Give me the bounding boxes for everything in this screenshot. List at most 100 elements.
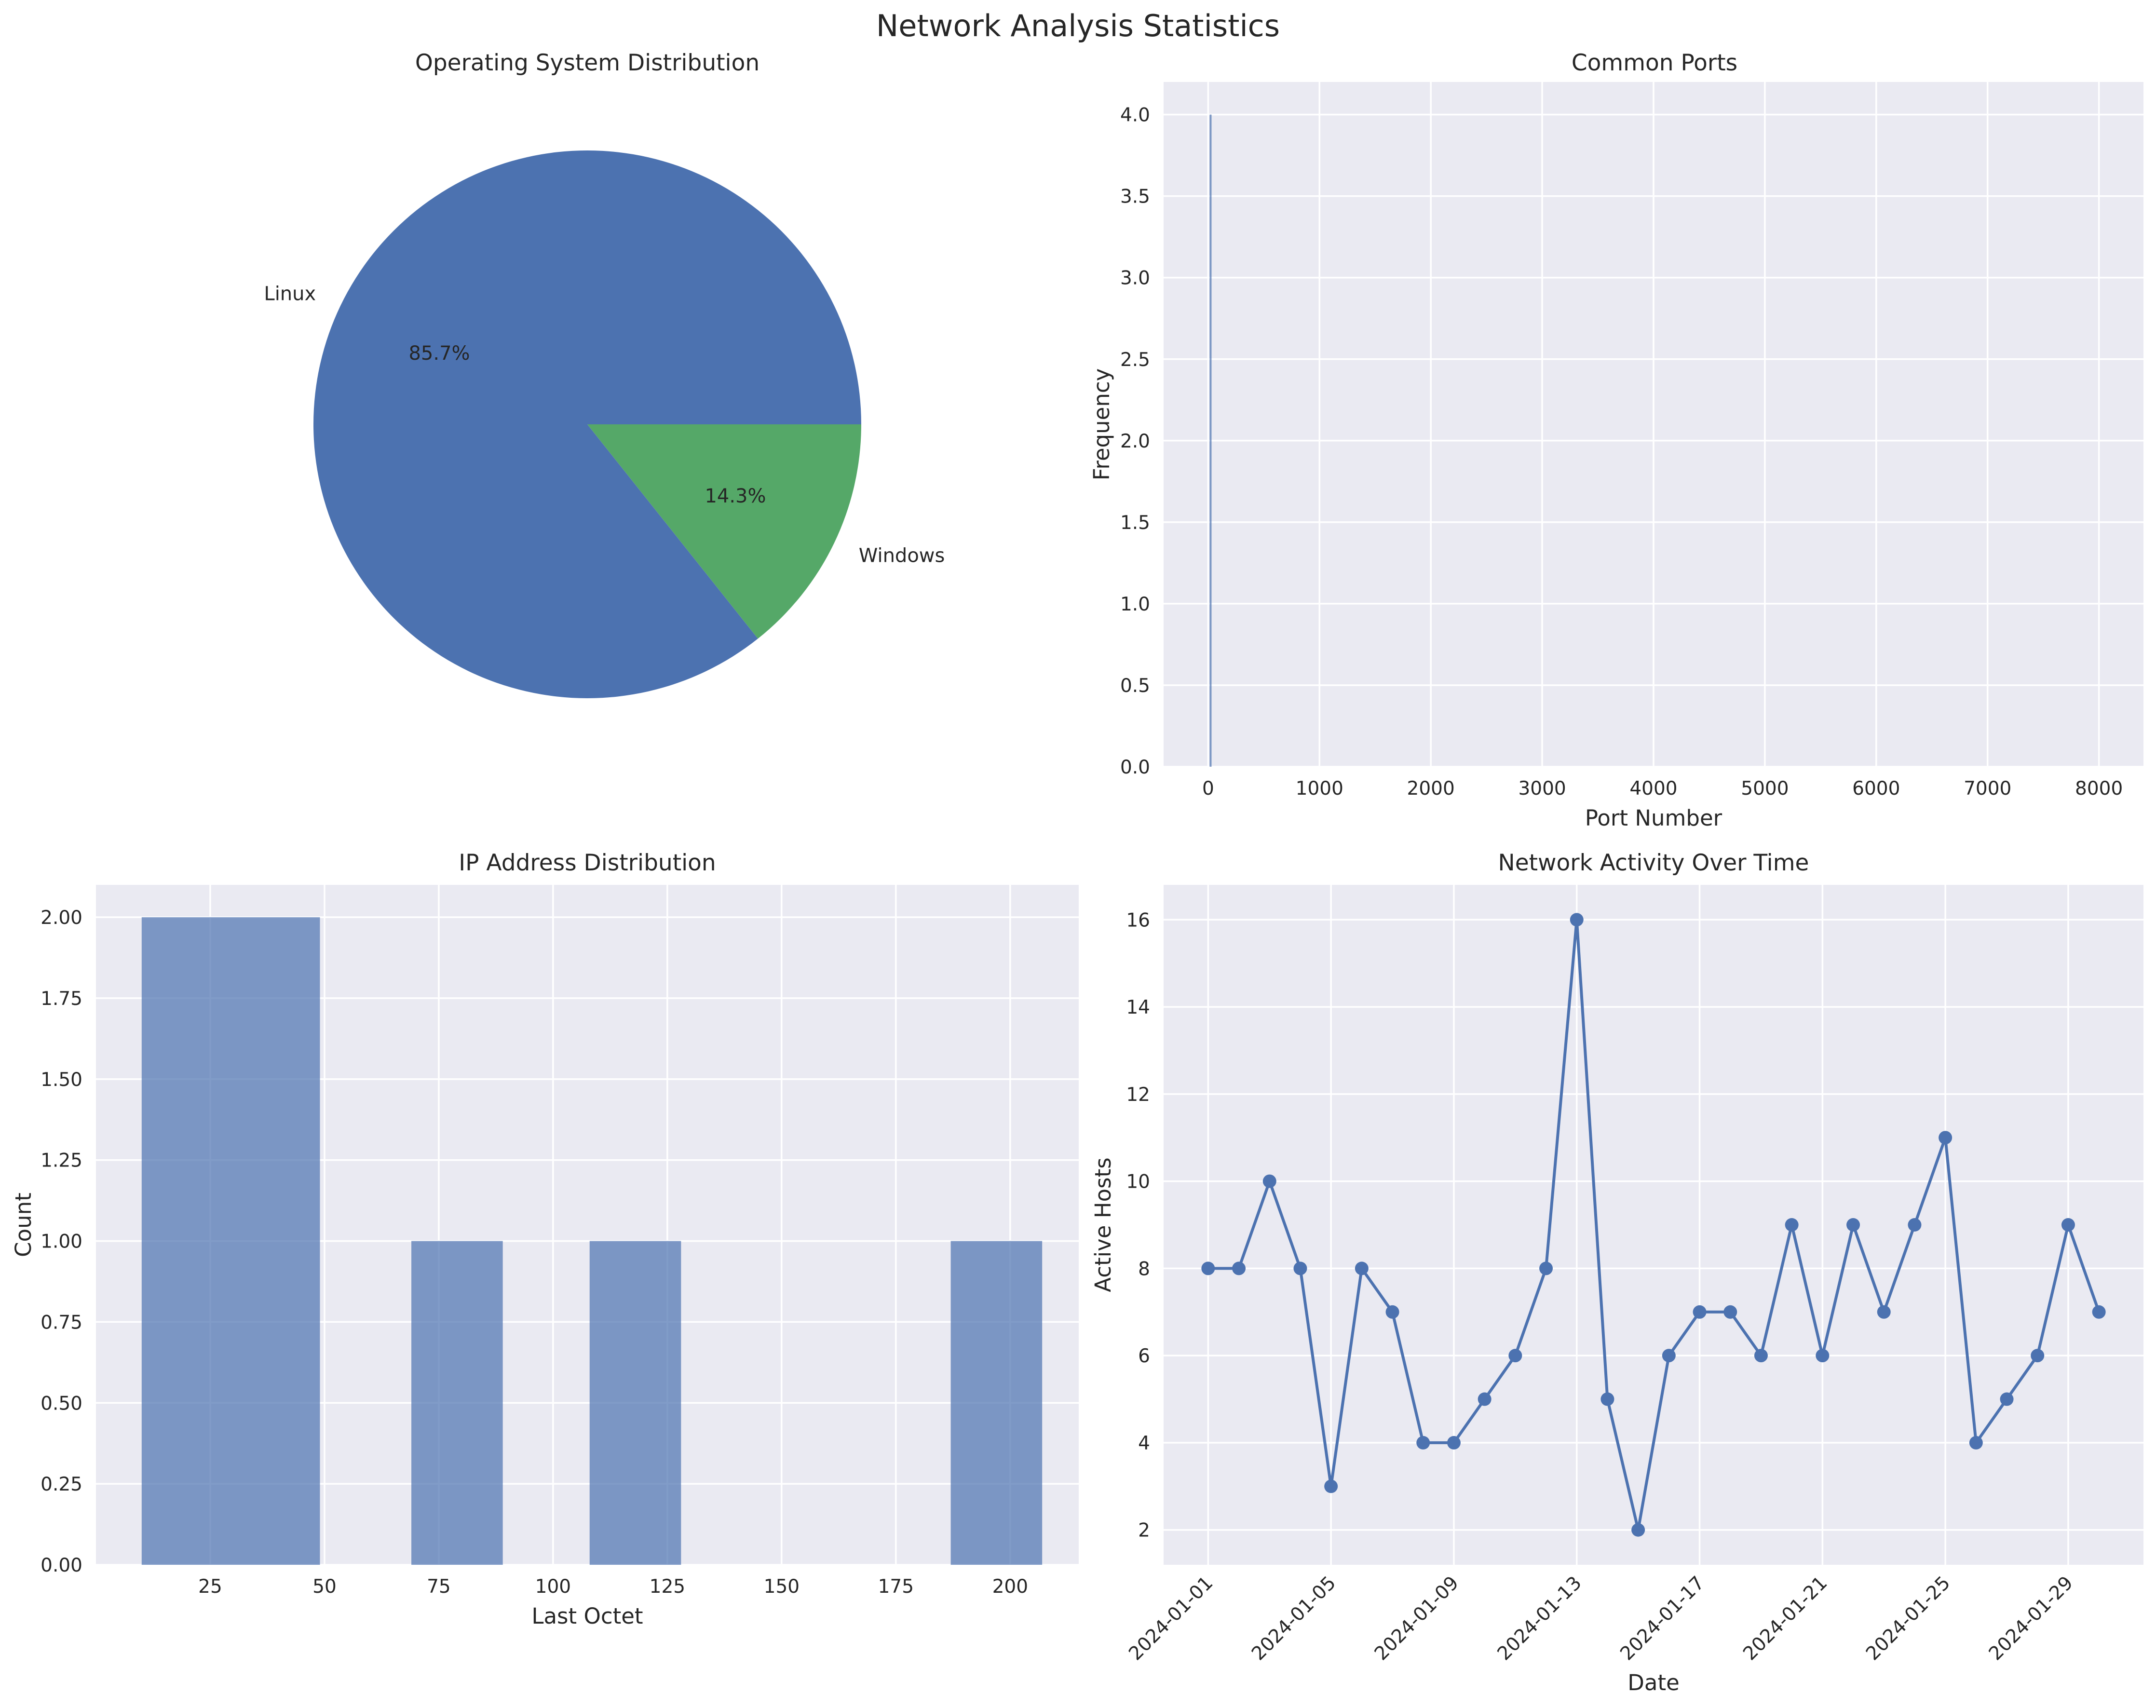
activity-point bbox=[1385, 1305, 1399, 1319]
activity-point bbox=[1693, 1305, 1707, 1319]
activity-point bbox=[1201, 1261, 1215, 1275]
activity-point bbox=[1846, 1218, 1860, 1232]
y-tick-label: 1.5 bbox=[1120, 512, 1150, 534]
pie-slice-windows bbox=[587, 424, 861, 639]
x-tick-label: 175 bbox=[878, 1576, 914, 1598]
activity-point bbox=[1939, 1131, 1953, 1145]
y-axis-label: Active Hosts bbox=[1090, 1157, 1116, 1292]
x-tick-label: 2024-01-25 bbox=[1862, 1572, 1954, 1665]
activity-point bbox=[2061, 1218, 2075, 1232]
y-tick-label: 3.5 bbox=[1120, 186, 1150, 208]
pie-title: Operating System Distribution bbox=[415, 50, 759, 76]
x-tick-label: 25 bbox=[198, 1576, 222, 1598]
x-tick-label: 4000 bbox=[1629, 778, 1677, 800]
y-tick-label: 4 bbox=[1138, 1433, 1150, 1454]
activity-point bbox=[1508, 1349, 1522, 1363]
histogram-bar bbox=[950, 1241, 1043, 1565]
y-tick-label: 1.25 bbox=[41, 1150, 82, 1172]
activity-point bbox=[1416, 1436, 1430, 1450]
y-tick-label: 1.00 bbox=[41, 1231, 82, 1253]
activity-point bbox=[1478, 1392, 1492, 1406]
y-tick-label: 2.0 bbox=[1120, 431, 1150, 452]
y-tick-label: 10 bbox=[1126, 1171, 1150, 1193]
pie-slice-percent: 14.3% bbox=[705, 485, 766, 507]
y-tick-label: 14 bbox=[1126, 997, 1150, 1018]
chart-title: IP Address Distribution bbox=[459, 850, 716, 876]
y-tick-label: 1.75 bbox=[41, 988, 82, 1010]
y-tick-label: 2 bbox=[1138, 1520, 1150, 1542]
activity-point bbox=[1232, 1261, 1246, 1275]
y-tick-label: 8 bbox=[1138, 1258, 1150, 1280]
activity-point bbox=[1816, 1349, 1830, 1363]
x-tick-label: 3000 bbox=[1518, 778, 1566, 800]
activity-point bbox=[1570, 913, 1584, 927]
x-tick-label: 8000 bbox=[2075, 778, 2123, 800]
x-tick-label: 2024-01-05 bbox=[1247, 1572, 1340, 1665]
x-tick-label: 2024-01-29 bbox=[1985, 1572, 2077, 1665]
y-tick-label: 0.75 bbox=[41, 1312, 82, 1333]
activity-point bbox=[1262, 1174, 1276, 1188]
activity-point bbox=[1908, 1218, 1922, 1232]
x-tick-label: 2024-01-21 bbox=[1739, 1572, 1831, 1665]
x-tick-label: 150 bbox=[764, 1576, 800, 1598]
x-axis-label: Port Number bbox=[1585, 805, 1722, 831]
x-tick-label: 6000 bbox=[1852, 778, 1900, 800]
y-axis-label: Frequency bbox=[1089, 368, 1114, 480]
activity-point bbox=[1662, 1349, 1676, 1363]
activity-point bbox=[1754, 1349, 1768, 1363]
y-tick-label: 0.25 bbox=[41, 1474, 82, 1495]
histogram-bar bbox=[411, 1241, 503, 1565]
activity-point bbox=[1324, 1479, 1338, 1493]
y-tick-label: 3.0 bbox=[1120, 268, 1150, 289]
activity-point bbox=[1600, 1392, 1614, 1406]
activity-point bbox=[2000, 1392, 2014, 1406]
x-tick-label: 7000 bbox=[1964, 778, 2011, 800]
x-tick-label: 2000 bbox=[1407, 778, 1455, 800]
y-tick-label: 4.0 bbox=[1120, 105, 1150, 126]
y-tick-label: 2.5 bbox=[1120, 349, 1150, 371]
y-axis-label: Count bbox=[11, 1193, 36, 1257]
chart-title: Network Activity Over Time bbox=[1498, 850, 1809, 876]
x-tick-label: 2024-01-09 bbox=[1370, 1572, 1463, 1665]
y-tick-label: 1.0 bbox=[1120, 594, 1150, 615]
activity-point bbox=[2031, 1349, 2045, 1363]
y-tick-label: 12 bbox=[1126, 1084, 1150, 1106]
y-tick-label: 16 bbox=[1126, 909, 1150, 931]
x-axis-label: Last Octet bbox=[531, 1603, 643, 1629]
pie-slice-label: Linux bbox=[264, 283, 316, 305]
x-tick-label: 75 bbox=[427, 1576, 451, 1598]
plot-background bbox=[1164, 885, 2143, 1565]
x-tick-label: 2024-01-13 bbox=[1493, 1572, 1586, 1665]
activity-point bbox=[1631, 1523, 1645, 1537]
x-tick-label: 50 bbox=[312, 1576, 337, 1598]
pie-slice-label: Windows bbox=[859, 544, 945, 567]
y-tick-label: 0.5 bbox=[1120, 675, 1150, 697]
x-tick-label: 125 bbox=[650, 1576, 685, 1598]
activity-point bbox=[1355, 1261, 1369, 1275]
x-tick-label: 200 bbox=[992, 1576, 1028, 1598]
port-bar bbox=[1209, 114, 1212, 767]
y-tick-label: 1.50 bbox=[41, 1069, 82, 1091]
histogram-bar bbox=[589, 1241, 681, 1565]
x-tick-label: 2024-01-01 bbox=[1125, 1572, 1217, 1665]
x-tick-label: 5000 bbox=[1741, 778, 1789, 800]
activity-point bbox=[1447, 1436, 1461, 1450]
y-tick-label: 0.50 bbox=[41, 1393, 82, 1414]
x-tick-label: 100 bbox=[535, 1576, 571, 1598]
activity-line bbox=[1208, 920, 2101, 1531]
x-axis-label: Date bbox=[1627, 1670, 1680, 1695]
activity-point bbox=[1969, 1436, 1983, 1450]
x-tick-label: 1000 bbox=[1296, 778, 1343, 800]
activity-point bbox=[1785, 1218, 1799, 1232]
x-tick-label: 2024-01-17 bbox=[1616, 1572, 1709, 1665]
y-tick-label: 0.00 bbox=[41, 1555, 82, 1576]
chart-title: Common Ports bbox=[1572, 50, 1737, 76]
y-tick-label: 0.0 bbox=[1120, 757, 1150, 778]
activity-point bbox=[1877, 1305, 1891, 1319]
y-tick-label: 6 bbox=[1138, 1345, 1150, 1367]
x-tick-label: 0 bbox=[1202, 778, 1214, 800]
activity-point bbox=[1723, 1305, 1737, 1319]
